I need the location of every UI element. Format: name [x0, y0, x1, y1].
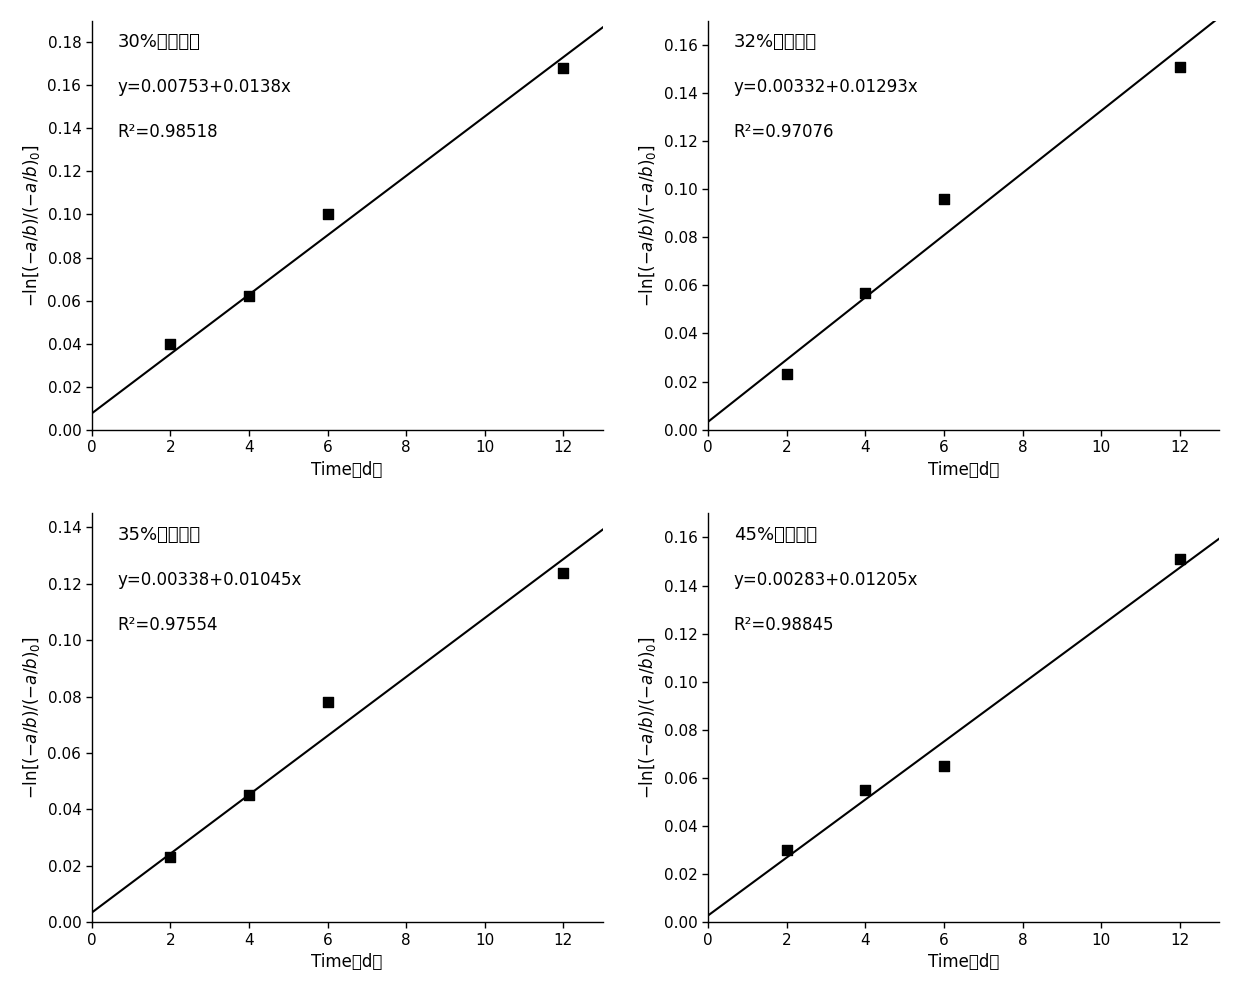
Point: [934, 758, 954, 774]
Y-axis label: $-\ln[(-a/b)/(-a/b)_0]$: $-\ln[(-a/b)/(-a/b)_0]$: [637, 144, 658, 307]
Point: [777, 366, 797, 382]
Point: [239, 788, 259, 804]
Text: 30%水分含量: 30%水分含量: [118, 33, 200, 52]
Point: [160, 849, 180, 865]
Point: [856, 782, 875, 798]
Point: [553, 564, 573, 580]
Point: [160, 335, 180, 351]
Point: [1171, 552, 1190, 567]
Point: [553, 61, 573, 76]
Text: R²=0.98845: R²=0.98845: [734, 616, 835, 634]
X-axis label: Time（d）: Time（d）: [928, 953, 999, 971]
X-axis label: Time（d）: Time（d）: [928, 460, 999, 478]
Text: 35%水分含量: 35%水分含量: [118, 526, 201, 544]
Text: 45%水分含量: 45%水分含量: [734, 526, 817, 544]
Point: [317, 694, 337, 710]
Text: y=0.00753+0.0138x: y=0.00753+0.0138x: [118, 78, 291, 96]
Point: [856, 285, 875, 301]
Text: y=0.00338+0.01045x: y=0.00338+0.01045x: [118, 570, 301, 588]
Text: y=0.00332+0.01293x: y=0.00332+0.01293x: [734, 78, 919, 96]
X-axis label: Time（d）: Time（d）: [311, 460, 383, 478]
Text: R²=0.97554: R²=0.97554: [118, 616, 218, 634]
Point: [777, 842, 797, 858]
Y-axis label: $-\ln[(-a/b)/(-a/b)_0]$: $-\ln[(-a/b)/(-a/b)_0]$: [21, 637, 42, 800]
Text: R²=0.98518: R²=0.98518: [118, 123, 218, 141]
Point: [934, 190, 954, 206]
Text: 32%水分含量: 32%水分含量: [734, 33, 817, 52]
Point: [317, 206, 337, 222]
X-axis label: Time（d）: Time（d）: [311, 953, 383, 971]
Text: R²=0.97076: R²=0.97076: [734, 123, 835, 141]
Y-axis label: $-\ln[(-a/b)/(-a/b)_0]$: $-\ln[(-a/b)/(-a/b)_0]$: [637, 637, 658, 800]
Text: y=0.00283+0.01205x: y=0.00283+0.01205x: [734, 570, 919, 588]
Point: [239, 289, 259, 305]
Point: [1171, 59, 1190, 74]
Y-axis label: $-\ln[(-a/b)/(-a/b)_0]$: $-\ln[(-a/b)/(-a/b)_0]$: [21, 144, 42, 307]
